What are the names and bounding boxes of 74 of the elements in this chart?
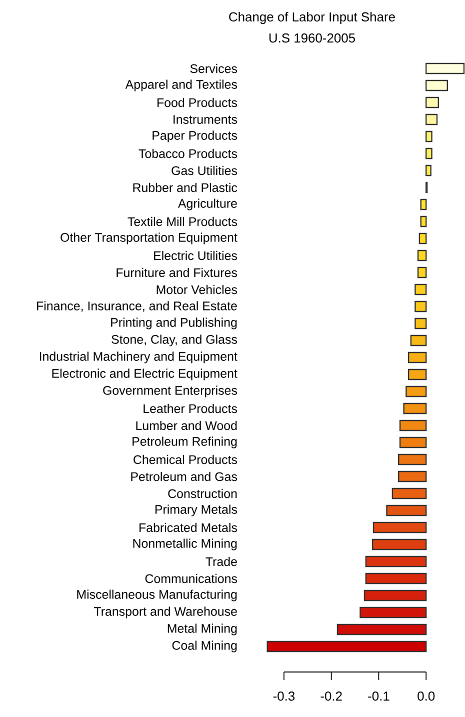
bar bbox=[399, 436, 427, 448]
y-tick-label: Stone, Clay, and Glass bbox=[112, 334, 238, 346]
x-tick-label: -0.2 bbox=[320, 692, 342, 701]
y-tick-label: Construction bbox=[168, 488, 237, 498]
x-tick-label: -0.1 bbox=[368, 692, 390, 701]
bar bbox=[336, 624, 427, 636]
y-tick-label: Printing and Publishing bbox=[111, 318, 237, 330]
y-tick-label: Finance, Insurance, and Real Estate bbox=[37, 301, 237, 312]
bar bbox=[372, 538, 427, 550]
bar bbox=[365, 556, 427, 568]
y-tick-label: Miscellaneous Manufacturing bbox=[77, 590, 237, 602]
bar bbox=[360, 606, 427, 618]
y-tick-label: Communications bbox=[145, 574, 238, 584]
bar bbox=[364, 590, 427, 602]
y-tick-label: Electronic and Electric Equipment bbox=[52, 368, 238, 380]
bar bbox=[425, 148, 432, 160]
bar bbox=[408, 352, 427, 364]
y-tick-label: Gas Utilities bbox=[172, 166, 238, 176]
y-tick-label: Food Products bbox=[158, 98, 238, 108]
y-tick-label: Other Transportation Equipment bbox=[60, 232, 238, 244]
y-tick-label: Government Enterprises bbox=[103, 386, 238, 398]
bar bbox=[414, 300, 427, 312]
bar bbox=[372, 522, 427, 534]
bar bbox=[398, 454, 427, 466]
bar bbox=[425, 114, 438, 126]
bar bbox=[266, 640, 427, 652]
bar bbox=[399, 420, 427, 432]
bar bbox=[398, 470, 427, 482]
bar bbox=[417, 266, 427, 278]
y-tick-label: Primary Metals bbox=[155, 504, 238, 516]
y-tick-label: Motor Vehicles bbox=[156, 284, 238, 294]
y-tick-label: Industrial Machinery and Equipment bbox=[40, 352, 238, 364]
bar bbox=[408, 368, 427, 380]
bar bbox=[410, 334, 427, 346]
bar bbox=[406, 386, 427, 398]
bar bbox=[420, 198, 427, 210]
bar bbox=[365, 572, 427, 584]
y-tick-label: Instruments bbox=[174, 115, 238, 124]
y-tick-label: Tobacco Products bbox=[138, 148, 238, 158]
chart-title: Change of Labor Input Share bbox=[229, 12, 395, 24]
y-tick-label: Rubber and Plastic bbox=[133, 182, 238, 192]
bar bbox=[420, 216, 427, 228]
y-tick-label: Lumber and Wood bbox=[136, 420, 237, 430]
y-tick-label: Furniture and Fixtures bbox=[116, 268, 238, 278]
y-tick-label: Paper Products bbox=[152, 130, 238, 142]
bar bbox=[392, 488, 427, 500]
y-tick-label: Nonmetallic Mining bbox=[133, 538, 237, 550]
y-tick-label: Services bbox=[190, 64, 238, 74]
x-tick-label: -0.3 bbox=[273, 692, 295, 701]
bar bbox=[403, 402, 427, 414]
y-tick-label: Apparel and Textiles bbox=[125, 80, 238, 92]
chart-subtitle: U.S 1960-2005 bbox=[269, 33, 355, 43]
y-tick-label: Textile Mill Products bbox=[128, 216, 238, 226]
y-tick-label: Trade bbox=[206, 556, 237, 566]
bar bbox=[386, 504, 427, 516]
y-tick-label: Coal Mining bbox=[172, 640, 237, 652]
y-tick-label: Transport and Warehouse bbox=[94, 606, 237, 618]
bar bbox=[425, 96, 440, 108]
bar bbox=[417, 250, 427, 262]
bar bbox=[414, 284, 427, 296]
x-tick-label: 0.0 bbox=[418, 692, 435, 701]
y-tick-label: Chemical Products bbox=[134, 454, 238, 464]
y-tick-label: Agriculture bbox=[178, 198, 237, 210]
bar bbox=[418, 232, 427, 244]
y-tick-label: Petroleum and Gas bbox=[131, 472, 238, 482]
bar bbox=[425, 80, 448, 92]
bar bbox=[425, 130, 432, 142]
bar bbox=[425, 164, 432, 176]
bar bbox=[414, 318, 427, 330]
y-tick-label: Fabricated Metals bbox=[140, 522, 238, 532]
y-tick-label: Petroleum Refining bbox=[132, 436, 237, 448]
y-tick-label: Electric Utilities bbox=[154, 250, 238, 260]
y-tick-label: Leather Products bbox=[144, 404, 238, 414]
y-tick-label: Metal Mining bbox=[168, 624, 237, 636]
